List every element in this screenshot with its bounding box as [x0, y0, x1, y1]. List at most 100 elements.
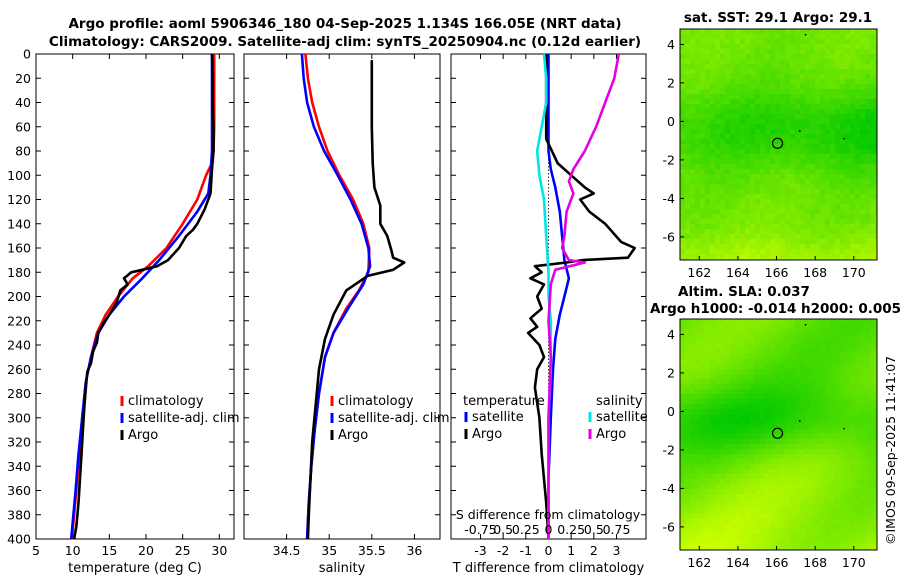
heatmap-cell: [765, 179, 771, 185]
heatmap-cell: [765, 534, 771, 540]
heatmap-cell: [855, 114, 861, 120]
heatmap-cell: [760, 64, 766, 70]
heatmap-cell: [735, 194, 741, 200]
heatmap-cell: [720, 324, 726, 330]
heatmap-cell: [785, 509, 791, 515]
heatmap-cell: [720, 179, 726, 185]
heatmap-cell: [820, 414, 826, 420]
heatmap-cell: [685, 429, 691, 435]
x-axis-label: temperature (deg C): [68, 561, 202, 576]
heatmap-cell: [720, 89, 726, 95]
heatmap-cell: [685, 174, 691, 180]
heatmap-cell: [755, 159, 761, 165]
heatmap-cell: [690, 154, 696, 160]
heatmap-cell: [855, 384, 861, 390]
heatmap-cell: [745, 184, 751, 190]
heatmap-cell: [685, 349, 691, 355]
heatmap-cell: [680, 49, 686, 55]
heatmap-cell: [870, 429, 876, 435]
heatmap-cell: [795, 219, 801, 225]
heatmap-cell: [865, 149, 871, 155]
heatmap-cell: [730, 204, 736, 210]
heatmap-cell: [705, 369, 711, 375]
heatmap-cell: [795, 409, 801, 415]
heatmap-cell: [810, 59, 816, 65]
heatmap-cell: [825, 159, 831, 165]
heatmap-cell: [825, 139, 831, 145]
heatmap-cell: [745, 359, 751, 365]
heatmap-cell: [830, 429, 836, 435]
heatmap-cell: [710, 474, 716, 480]
heatmap-cell: [770, 379, 776, 385]
heatmap-cell: [720, 234, 726, 240]
heatmap-cell: [850, 439, 856, 445]
heatmap-cell: [810, 234, 816, 240]
heatmap-cell: [745, 394, 751, 400]
heatmap-cell: [715, 524, 721, 530]
heatmap-cell: [720, 344, 726, 350]
heatmap-cell: [825, 114, 831, 120]
heatmap-cell: [680, 324, 686, 330]
heatmap-cell: [725, 124, 731, 130]
heatmap-cell: [870, 244, 876, 250]
heatmap-cell: [830, 224, 836, 230]
heatmap-cell: [765, 344, 771, 350]
heatmap-cell: [760, 439, 766, 445]
heatmap-cell: [755, 369, 761, 375]
heatmap-cell: [710, 379, 716, 385]
heatmap-cell: [735, 324, 741, 330]
heatmap-cell: [835, 539, 841, 545]
heatmap-cell: [820, 409, 826, 415]
heatmap-cell: [745, 254, 751, 260]
heatmap-cell: [855, 254, 861, 260]
heatmap-cell: [785, 184, 791, 190]
heatmap-cell: [870, 374, 876, 380]
heatmap-cell: [810, 504, 816, 510]
heatmap-cell: [745, 409, 751, 415]
heatmap-cell: [760, 124, 766, 130]
heatmap-cell: [715, 144, 721, 150]
heatmap-cell: [775, 99, 781, 105]
heatmap-cell: [680, 349, 686, 355]
heatmap-cell: [695, 179, 701, 185]
heatmap-cell: [865, 84, 871, 90]
heatmap-cell: [700, 494, 706, 500]
heatmap-cell: [710, 54, 716, 60]
heatmap-cell: [685, 409, 691, 415]
heatmap-cell: [790, 199, 796, 205]
heatmap-cell: [755, 394, 761, 400]
heatmap-cell: [750, 114, 756, 120]
heatmap-cell: [745, 144, 751, 150]
heatmap-cell: [690, 109, 696, 115]
heatmap-cell: [860, 344, 866, 350]
heatmap-cell: [715, 234, 721, 240]
heatmap-cell: [835, 169, 841, 175]
heatmap-cell: [690, 364, 696, 370]
heatmap-cell: [780, 144, 786, 150]
heatmap-cell: [830, 214, 836, 220]
heatmap-cell: [740, 474, 746, 480]
heatmap-cell: [785, 454, 791, 460]
heatmap-cell: [840, 159, 846, 165]
heatmap-cell: [860, 504, 866, 510]
heatmap-cell: [735, 179, 741, 185]
heatmap-cell: [870, 369, 876, 375]
heatmap-cell: [730, 194, 736, 200]
heatmap-cell: [690, 424, 696, 430]
heatmap-cell: [850, 519, 856, 525]
heatmap-cell: [690, 529, 696, 535]
heatmap-cell: [825, 524, 831, 530]
heatmap-cell: [870, 434, 876, 440]
heatmap-cell: [800, 414, 806, 420]
heatmap-cell: [810, 464, 816, 470]
heatmap-cell: [725, 104, 731, 110]
heatmap-cell: [830, 519, 836, 525]
heatmap-cell: [770, 434, 776, 440]
heatmap-cell: [840, 319, 846, 325]
heatmap-cell: [685, 519, 691, 525]
heatmap-cell: [815, 429, 821, 435]
heatmap-cell: [825, 349, 831, 355]
heatmap-cell: [815, 54, 821, 60]
heatmap-cell: [775, 514, 781, 520]
heatmap-cell: [695, 189, 701, 195]
